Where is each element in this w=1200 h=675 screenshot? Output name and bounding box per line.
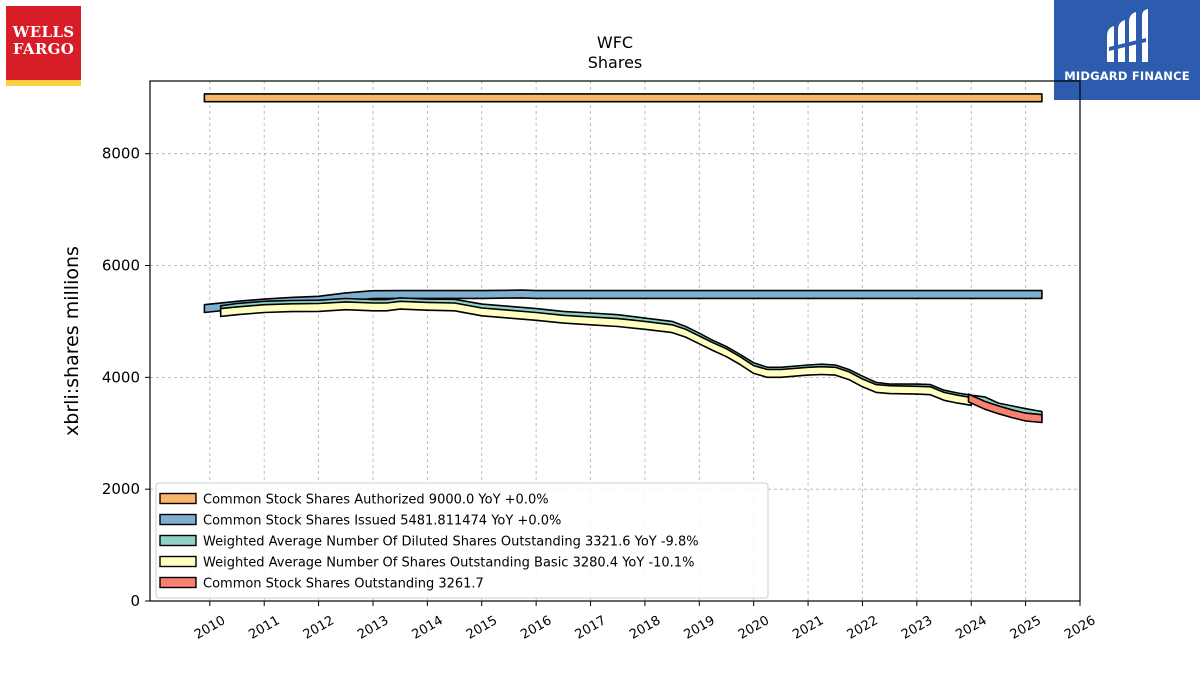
x-tick-label: 2020 [736,613,772,643]
legend-entry-diluted: Weighted Average Number Of Diluted Share… [203,535,699,550]
x-tick-label: 2016 [518,613,554,643]
x-axis-ticks: 2010 2011 2012 2013 2014 2015 2016 2017 2018 2019… [192,601,1098,643]
wells-fargo-logo: WELLS FARGO [6,6,81,86]
x-tick-label: 2017 [573,613,609,643]
series-band-authorized [203,93,1043,103]
y-tick-label: 8000 [102,145,140,163]
series-band-diluted [219,297,1043,421]
legend-entry-basic: Weighted Average Number Of Shares Outsta… [203,556,694,571]
series-band-basic [219,300,972,407]
chart-title: WFC [597,33,633,52]
x-tick-label: 2010 [192,613,228,643]
legend-entry-authorized: Common Stock Shares Authorized 9000.0 Yo… [203,493,549,508]
series-band-outstanding [967,393,1043,424]
y-tick-label: 4000 [102,368,140,386]
x-tick-label: 2018 [627,613,663,643]
midgard-finance-logo: MIDGARD FINANCE [1054,0,1200,100]
y-axis-label: xbrli:shares millions [61,246,83,436]
midgard-finance-emblem-icon [1107,9,1148,62]
x-tick-label: 2022 [845,613,881,643]
legend-swatch-basic [159,555,197,568]
x-tick-label: 2011 [246,613,282,643]
wells-fargo-logo-line2: FARGO [12,40,75,58]
x-tick-label: 2015 [464,613,500,643]
x-tick-label: 2013 [355,613,391,643]
x-tick-label: 2014 [410,613,446,643]
x-tick-label: 2025 [1008,613,1044,643]
series-band-issued [203,289,1043,314]
legend-swatch-issued [159,513,197,526]
x-tick-label: 2021 [790,613,826,643]
x-tick-label: 2024 [953,613,989,643]
legend: Common Stock Shares Authorized 9000.0 Yo… [155,482,769,599]
legend-entry-issued: Common Stock Shares Issued 5481.811474 Y… [203,514,561,529]
wells-fargo-logo-line1: WELLS [12,23,75,41]
wells-fargo-logo-text: WELLS FARGO [6,24,81,58]
x-tick-label: 2026 [1062,613,1098,643]
series-bands [203,93,1043,424]
legend-entry-outstanding: Common Stock Shares Outstanding 3261.7 [203,577,484,592]
legend-swatch-outstanding [159,576,197,589]
x-tick-label: 2012 [301,613,337,643]
x-tick-label: 2019 [681,613,717,643]
y-tick-label: 6000 [102,257,140,275]
chart-subtitle: Shares [588,53,643,72]
y-tick-label: 0 [130,592,140,610]
legend-swatch-diluted [159,534,197,547]
x-tick-label: 2023 [899,613,935,643]
legend-swatch-authorized [159,492,197,505]
plot-frame [149,80,1081,602]
wells-fargo-logo-background [6,6,81,80]
midgard-finance-logo-text: MIDGARD FINANCE [1064,69,1190,83]
y-tick-label: 2000 [102,480,140,498]
y-axis-ticks: 0 2000 4000 6000 8000 [102,145,150,610]
wells-fargo-logo-stripe [6,80,81,86]
legend-box [155,482,769,599]
